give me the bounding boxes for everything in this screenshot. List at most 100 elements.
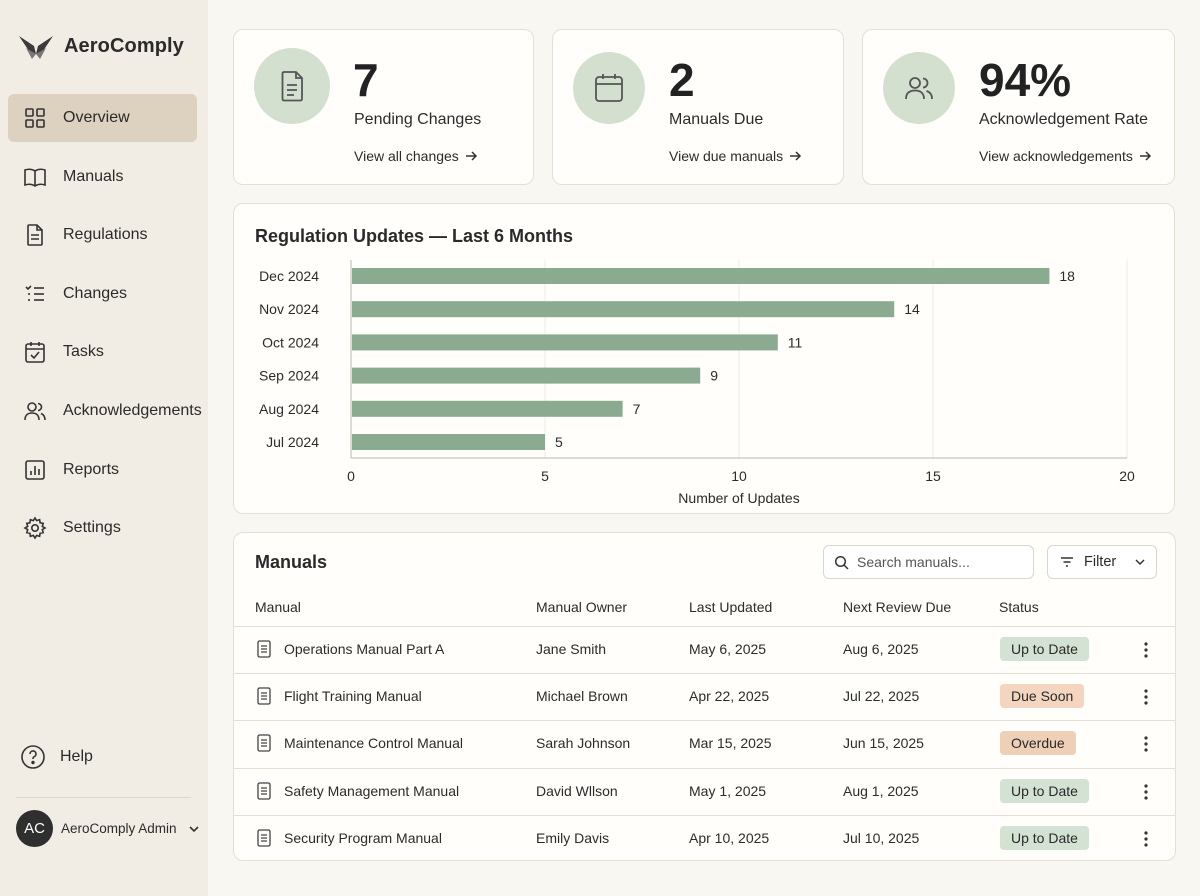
more-options-icon[interactable] (1138, 829, 1154, 849)
sidebar-item-reports[interactable]: Reports (8, 446, 197, 494)
more-options-icon[interactable] (1138, 782, 1154, 802)
stat-card-acknowledgement-rate: 94% Acknowledgement Rate View acknowledg… (862, 29, 1175, 185)
arrow-right-icon (790, 151, 802, 161)
sidebar-nav: Overview Manuals Regulations Changes Tas… (8, 94, 202, 563)
more-options-icon[interactable] (1138, 687, 1154, 707)
calendar-check-icon (25, 342, 45, 364)
help-circle-icon (21, 745, 45, 769)
logo-icon (19, 36, 53, 59)
category-label: Oct 2024 (262, 334, 319, 350)
category-label: Sep 2024 (259, 368, 319, 384)
more-options-icon[interactable] (1138, 734, 1154, 754)
manual-owner: Emily Davis (536, 829, 610, 846)
more-options-icon[interactable] (1138, 640, 1154, 660)
data-label: 11 (788, 334, 803, 350)
users-icon (905, 77, 933, 100)
sidebar-divider (16, 797, 191, 798)
last-updated: Apr 10, 2025 (689, 829, 770, 846)
chevron-down-icon (1135, 559, 1145, 566)
document-icon (257, 687, 271, 705)
stat-icon-circle (573, 52, 645, 124)
sidebar-item-settings[interactable]: Settings (8, 504, 197, 552)
table-row[interactable]: Operations Manual Part A Jane Smith May 6,… (234, 626, 1176, 673)
help-link[interactable]: Help (20, 744, 93, 770)
stat-card-manuals-due: 2 Manuals Due View due manuals (552, 29, 844, 185)
users-icon (24, 402, 46, 421)
manual-name[interactable]: Safety Management Manual (284, 782, 460, 799)
next-review-due: Jul 10, 2025 (843, 829, 920, 846)
data-label: 9 (710, 368, 718, 384)
manual-owner: Michael Brown (536, 688, 628, 705)
document-icon (257, 781, 271, 800)
status-badge: Overdue (1000, 731, 1076, 756)
stat-value: 94% (979, 54, 1072, 106)
document-icon (27, 224, 43, 246)
table-row[interactable]: Maintenance Control Manual Sarah Johnson M… (234, 720, 1176, 767)
search-box[interactable] (823, 545, 1034, 579)
manual-owner: Sarah Johnson (536, 735, 631, 752)
regulation-updates-chart-card: Regulation Updates — Last 6 Months Dec 2… (233, 203, 1175, 514)
column-header-owner[interactable]: Manual Owner (536, 599, 628, 615)
sidebar-item-acknowledgements[interactable]: Acknowledgements (8, 387, 202, 435)
sidebar-item-regulations[interactable]: Regulations (8, 211, 197, 259)
next-review-due: Jun 15, 2025 (843, 735, 924, 752)
sidebar-item-label: Settings (63, 519, 121, 537)
bar (352, 367, 701, 384)
manual-name[interactable]: Maintenance Control Manual (284, 735, 463, 752)
status-badge: Due Soon (1000, 684, 1085, 709)
table-row[interactable]: Flight Training Manual Michael Brown Apr 2… (234, 673, 1176, 720)
grid-icon (25, 108, 45, 128)
view-due-manuals-link[interactable]: View due manuals (669, 148, 802, 164)
sidebar-item-tasks[interactable]: Tasks (8, 328, 197, 376)
bar-chart-icon (25, 459, 45, 480)
sidebar-item-label: Reports (63, 460, 120, 478)
sidebar-item-overview[interactable]: Overview (8, 94, 197, 142)
column-header-status[interactable]: Status (999, 599, 1039, 615)
manual-name[interactable]: Operations Manual Part A (284, 641, 445, 657)
stat-link-label: View acknowledgements (979, 148, 1133, 164)
app-name: AeroComply (64, 34, 184, 57)
filter-label: Filter (1084, 554, 1117, 570)
search-input[interactable] (857, 554, 1027, 570)
manual-owner: David Wllson (536, 782, 618, 799)
column-header-next-review[interactable]: Next Review Due (843, 599, 952, 615)
arrow-right-icon (1139, 151, 1151, 161)
category-label: Dec 2024 (259, 268, 319, 284)
sidebar-item-changes[interactable]: Changes (8, 270, 197, 318)
avatar: AC (16, 810, 53, 847)
data-label: 18 (1059, 268, 1075, 284)
bar (352, 434, 545, 450)
x-tick-label: 0 (347, 468, 355, 484)
status-badge: Up to Date (1000, 637, 1089, 661)
status-badge: Up to Date (1000, 778, 1089, 803)
filter-button[interactable]: Filter (1047, 545, 1157, 579)
document-icon (281, 71, 303, 102)
x-tick-label: 15 (925, 468, 941, 484)
sidebar-item-label: Regulations (63, 226, 148, 244)
last-updated: May 1, 2025 (689, 782, 767, 799)
stat-label: Acknowledgement Rate (979, 111, 1148, 128)
brand[interactable]: AeroComply (18, 30, 184, 62)
stat-label: Manuals Due (669, 111, 764, 128)
table-row[interactable]: Safety Management Manual David Wllson May … (234, 767, 1176, 815)
category-label: Aug 2024 (259, 401, 319, 417)
manual-name[interactable]: Flight Training Manual (284, 688, 422, 705)
column-header-manual[interactable]: Manual (255, 599, 301, 615)
stat-value: 2 (669, 54, 695, 106)
list-check-icon (25, 285, 44, 301)
column-header-last-updated[interactable]: Last Updated (689, 599, 773, 615)
category-label: Nov 2024 (259, 301, 319, 317)
user-menu[interactable]: AC AeroComply Admin (16, 810, 201, 847)
table-row[interactable]: Security Program Manual Emily Davis Apr 10… (234, 814, 1176, 862)
help-label: Help (60, 748, 93, 765)
sidebar-item-manuals[interactable]: Manuals (8, 153, 197, 201)
bar (352, 400, 623, 417)
view-all-changes-link[interactable]: View all changes (354, 148, 478, 164)
calendar-icon (595, 74, 623, 102)
arrow-right-icon (465, 151, 477, 161)
regulation-updates-chart: Dec 2024 18 Nov 2024 14 Oct 2024 11 Sep 2024 9 A… (259, 260, 1135, 506)
view-acknowledgements-link[interactable]: View acknowledgements (979, 148, 1152, 164)
chart-title: Regulation Updates — Last 6 Months (255, 226, 574, 246)
document-icon (257, 640, 271, 658)
manual-name[interactable]: Security Program Manual (284, 829, 442, 846)
